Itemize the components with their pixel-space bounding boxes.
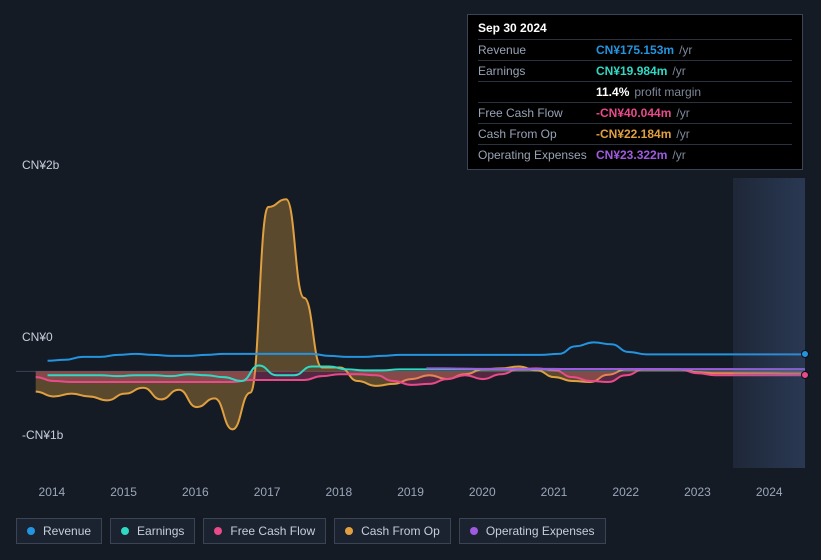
tooltip-row-suffix: /yr: [679, 43, 692, 57]
tooltip-row-suffix: /yr: [676, 106, 689, 120]
tooltip-row-value: 11.4%profit margin: [596, 85, 701, 99]
series-fill: [36, 199, 805, 429]
x-axis-tick: 2017: [231, 485, 303, 499]
tooltip-rows: RevenueCN¥175.153m/yrEarningsCN¥19.984m/…: [478, 39, 792, 165]
x-axis-tick: 2023: [662, 485, 734, 499]
tooltip-row: 11.4%profit margin: [478, 81, 792, 102]
legend-label: Operating Expenses: [486, 524, 595, 538]
legend-dot: [345, 527, 353, 535]
chart-area: CN¥2b CN¥0 -CN¥1b: [16, 160, 805, 480]
tooltip-row-label: Cash From Op: [478, 127, 596, 141]
tooltip-row-value: -CN¥40.044m/yr: [596, 106, 690, 120]
x-axis-tick: 2015: [88, 485, 160, 499]
chart-svg: [16, 178, 805, 468]
legend-label: Cash From Op: [361, 524, 440, 538]
legend-item[interactable]: Free Cash Flow: [203, 518, 326, 544]
data-tooltip: Sep 30 2024 RevenueCN¥175.153m/yrEarning…: [467, 14, 803, 170]
tooltip-row-label: Revenue: [478, 43, 596, 57]
tooltip-row-suffix: /yr: [676, 127, 689, 141]
tooltip-date: Sep 30 2024: [478, 21, 792, 39]
series-end-dot: [801, 371, 809, 379]
chart-plot[interactable]: [16, 178, 805, 468]
tooltip-row-suffix: profit margin: [634, 85, 701, 99]
legend: Revenue Earnings Free Cash Flow Cash From O…: [16, 518, 606, 544]
x-axis-tick: 2024: [733, 485, 805, 499]
x-axis-tick: 2018: [303, 485, 375, 499]
tooltip-row-label: Earnings: [478, 64, 596, 78]
x-axis-tick: 2016: [159, 485, 231, 499]
tooltip-row-label: Free Cash Flow: [478, 106, 596, 120]
x-axis: 2014201520162017201820192020202120222023…: [16, 485, 805, 499]
tooltip-row-value: -CN¥22.184m/yr: [596, 127, 690, 141]
legend-dot: [214, 527, 222, 535]
forecast-band: [733, 178, 805, 468]
legend-item[interactable]: Earnings: [110, 518, 195, 544]
legend-item[interactable]: Revenue: [16, 518, 102, 544]
tooltip-row: Cash From Op-CN¥22.184m/yr: [478, 123, 792, 144]
legend-dot: [27, 527, 35, 535]
series-end-dot: [801, 350, 809, 358]
y-axis-max-label: CN¥2b: [22, 158, 59, 172]
legend-item[interactable]: Operating Expenses: [459, 518, 606, 544]
tooltip-row: RevenueCN¥175.153m/yr: [478, 39, 792, 60]
legend-label: Revenue: [43, 524, 91, 538]
tooltip-row-label: [478, 85, 596, 99]
legend-label: Free Cash Flow: [230, 524, 315, 538]
x-axis-tick: 2020: [446, 485, 518, 499]
x-axis-tick: 2022: [590, 485, 662, 499]
tooltip-row: EarningsCN¥19.984m/yr: [478, 60, 792, 81]
tooltip-row-value: CN¥19.984m/yr: [596, 64, 686, 78]
legend-dot: [470, 527, 478, 535]
tooltip-row-value: CN¥175.153m/yr: [596, 43, 692, 57]
tooltip-row: Free Cash Flow-CN¥40.044m/yr: [478, 102, 792, 123]
series-line: [48, 342, 805, 360]
tooltip-row-suffix: /yr: [672, 64, 685, 78]
x-axis-tick: 2019: [375, 485, 447, 499]
legend-dot: [121, 527, 129, 535]
legend-item[interactable]: Cash From Op: [334, 518, 451, 544]
x-axis-tick: 2021: [518, 485, 590, 499]
x-axis-tick: 2014: [16, 485, 88, 499]
legend-label: Earnings: [137, 524, 184, 538]
series-line: [36, 199, 805, 429]
